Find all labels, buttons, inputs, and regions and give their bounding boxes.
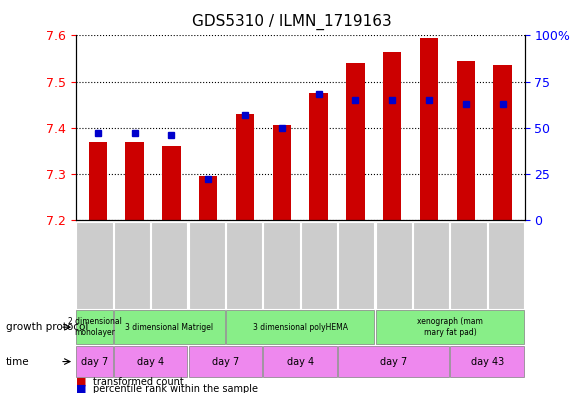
Bar (199, 176, 217, 220)
Bar (383, 51, 402, 220)
Bar (89, 141, 107, 220)
Bar (346, 63, 364, 220)
Bar (162, 146, 181, 220)
Text: ■: ■ (76, 377, 86, 387)
Text: day 7: day 7 (212, 356, 239, 367)
Text: percentile rank within the sample: percentile rank within the sample (93, 384, 258, 393)
Bar (420, 38, 438, 220)
Bar (456, 61, 475, 220)
Bar (310, 93, 328, 220)
Text: growth protocol: growth protocol (6, 322, 88, 332)
Bar (236, 114, 254, 220)
Text: 2 dimensional
monolayer: 2 dimensional monolayer (68, 318, 121, 337)
Text: time: time (6, 356, 30, 367)
Text: day 7: day 7 (81, 356, 108, 367)
Text: day 4: day 4 (137, 356, 164, 367)
Text: day 7: day 7 (380, 356, 408, 367)
Text: day 43: day 43 (470, 356, 504, 367)
Text: 3 dimensional polyHEMA: 3 dimensional polyHEMA (253, 323, 347, 332)
Text: day 4: day 4 (287, 356, 314, 367)
Text: xenograph (mam
mary fat pad): xenograph (mam mary fat pad) (417, 318, 483, 337)
Text: ■: ■ (76, 384, 86, 393)
Bar (273, 125, 291, 220)
Text: transformed count: transformed count (93, 377, 184, 387)
Text: GDS5310 / ILMN_1719163: GDS5310 / ILMN_1719163 (192, 14, 391, 30)
Bar (125, 141, 144, 220)
Bar (493, 65, 512, 220)
Text: 3 dimensional Matrigel: 3 dimensional Matrigel (125, 323, 213, 332)
